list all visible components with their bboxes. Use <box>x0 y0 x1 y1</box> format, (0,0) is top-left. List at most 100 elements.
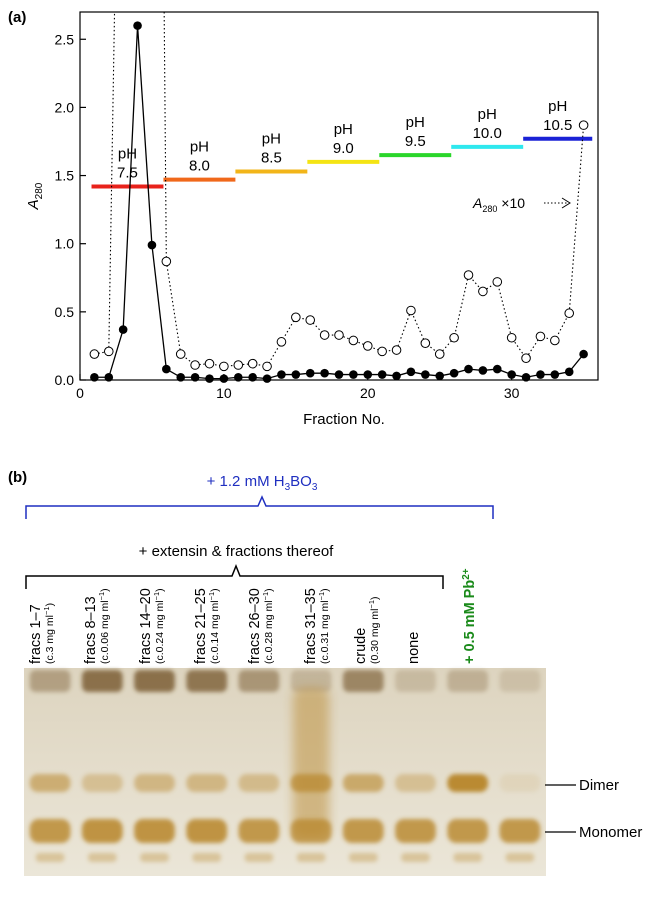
dimer-band <box>290 774 332 792</box>
lane-concentration: (c.3 mg ml−1) <box>42 603 56 664</box>
filled-point <box>262 374 272 383</box>
open-point <box>535 331 546 342</box>
ph-label: pH <box>334 121 353 138</box>
open-point <box>420 338 431 349</box>
lower-band <box>140 853 169 862</box>
open-point <box>291 312 301 323</box>
outer-bracket <box>25 495 494 519</box>
filled-point <box>478 366 488 375</box>
open-point <box>233 360 244 370</box>
filled-point <box>334 370 344 379</box>
filled-point <box>277 370 286 379</box>
lane-concentration: (c.0.14 mg ml−1) <box>207 588 221 664</box>
y-tick-label: 2.5 <box>55 31 75 47</box>
dimer-band <box>395 774 436 792</box>
well-band <box>238 670 280 692</box>
lower-band <box>35 853 65 862</box>
lane-concentration: (c.0.31 mg ml−1) <box>317 588 331 664</box>
open-point <box>578 120 589 130</box>
filled-point <box>363 370 373 379</box>
open-point <box>492 277 503 287</box>
ph-label: pH <box>262 130 281 147</box>
open-point <box>247 358 258 369</box>
ph-value: 9.5 <box>405 133 426 150</box>
lower-band <box>244 853 274 862</box>
well-band <box>395 670 436 692</box>
x-axis-label: Fraction No. <box>303 411 385 428</box>
y-tick-label: 0.0 <box>55 372 75 388</box>
inner-bracket <box>25 563 444 589</box>
ph-value: 8.0 <box>189 158 210 175</box>
panel-b-label: (b) <box>8 469 27 486</box>
lane-label: crude <box>353 628 369 664</box>
monomer-band <box>395 819 436 843</box>
open-point <box>463 270 474 280</box>
filled-point <box>349 370 358 379</box>
offscale-line <box>163 11 167 262</box>
x-tick-label: 20 <box>360 385 376 401</box>
filled-point <box>219 374 229 383</box>
well-band <box>134 670 175 692</box>
outer-bracket-label: + 1.2 mM H3BO3 <box>207 473 318 493</box>
y-axis-label: A280 <box>25 182 45 210</box>
open-point <box>175 349 186 359</box>
panel-a-label: (a) <box>8 9 26 26</box>
open-point <box>103 346 114 357</box>
dimer-band <box>186 774 228 792</box>
open-point <box>434 349 445 359</box>
x10-annotation: A280 ×10 <box>472 195 525 214</box>
lane-concentration: (c.0.24 mg ml−1) <box>152 588 166 664</box>
monomer-label: Monomer <box>579 824 642 841</box>
filled-point <box>118 325 128 334</box>
open-point <box>406 305 416 316</box>
open-point <box>506 332 517 343</box>
dimer-band <box>81 774 123 792</box>
gel-background <box>24 668 546 876</box>
ph-value: 10.5 <box>543 117 572 134</box>
monomer-band <box>499 819 541 843</box>
plot-frame <box>79 11 599 381</box>
open-point <box>204 358 215 369</box>
filled-point <box>205 374 214 383</box>
open-point <box>521 353 531 363</box>
open-point <box>262 361 272 372</box>
lane-label: none <box>406 632 422 664</box>
y-tick-label: 0.5 <box>55 304 75 320</box>
filled-point <box>190 372 200 382</box>
lower-band <box>401 853 430 862</box>
well-band <box>447 670 489 692</box>
dimer-band <box>499 774 541 792</box>
open-point <box>89 349 100 359</box>
filled-point <box>464 364 473 374</box>
lane-labels: fracs 1–7 (c.3 mg ml−1) fracs 8–13 (c.0.06 … <box>28 568 478 664</box>
ph-label: pH <box>478 106 497 123</box>
filled-point <box>421 370 430 379</box>
open-point <box>362 341 373 351</box>
open-point <box>348 335 359 346</box>
ph-label: pH <box>190 139 209 156</box>
offscale-line <box>108 11 116 352</box>
filled-point <box>90 372 99 382</box>
dimer-band <box>238 774 280 792</box>
filled-point <box>536 370 545 379</box>
ph-label: pH <box>548 98 567 115</box>
y-tick-label: 2.0 <box>55 99 75 115</box>
lower-band <box>453 853 483 862</box>
x-tick-label: 0 <box>76 385 84 401</box>
ph-value: 10.0 <box>473 125 502 142</box>
ph-label: pH <box>406 114 425 131</box>
lower-band <box>348 853 378 862</box>
lane-concentration: (0.30 mg ml−1) <box>367 597 381 665</box>
lower-band <box>87 853 117 862</box>
monomer-band <box>447 819 489 843</box>
lane-concentration: (c.0.28 mg ml−1) <box>261 588 275 664</box>
well-band <box>290 670 332 692</box>
ph-value: 8.5 <box>261 149 282 166</box>
open-point <box>305 315 316 325</box>
filled-point <box>377 370 387 379</box>
x-tick-label: 10 <box>216 385 232 401</box>
filled-point <box>521 372 531 382</box>
lower-band <box>505 853 535 862</box>
monomer-band <box>134 819 175 843</box>
